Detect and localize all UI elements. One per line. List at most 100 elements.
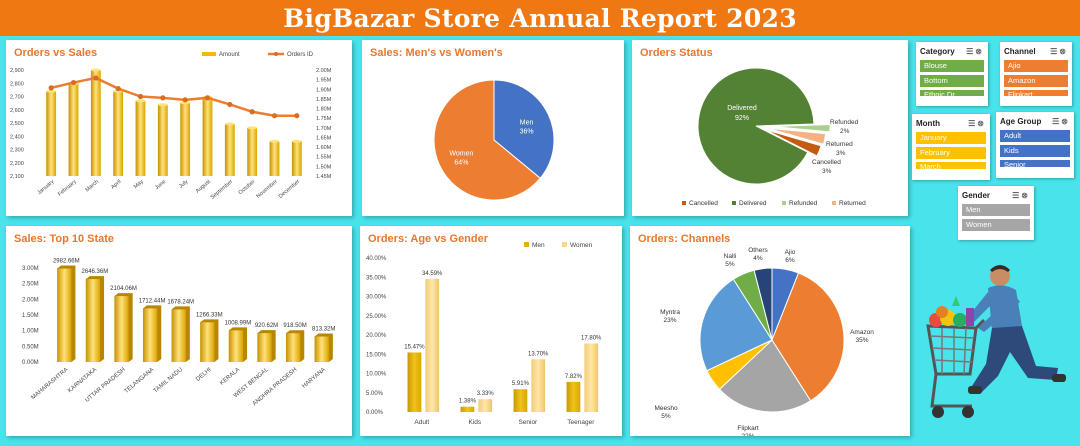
y-right-tick-label: 2.00M [316, 68, 332, 74]
legend-label-men: Men [532, 242, 545, 249]
channel-label-name: Ajio [785, 249, 796, 256]
age-gender-value-label: 17.80% [581, 335, 602, 341]
y-right-tick-label: 1.90M [316, 87, 332, 93]
x-tick-label: TAMIL NADU [153, 367, 184, 395]
y-right-tick-label: 1.60M [316, 145, 332, 151]
slicer-item-gender[interactable]: Men [962, 204, 1030, 216]
orders-point [70, 79, 77, 86]
state-value-label: 813.32M [312, 327, 335, 333]
age-gender-title: Orders: Age vs Gender [368, 233, 489, 245]
orders-point [182, 97, 188, 103]
pie-slice-delivered [697, 67, 815, 185]
channel-label-name: Nalli [724, 253, 737, 260]
y-tick-label: 2.50M [22, 282, 39, 288]
y-tick-label: 3.00M [22, 266, 39, 272]
slicer-item-age-group[interactable]: Senior [1000, 160, 1070, 167]
pie-slice-amazon [771, 272, 845, 402]
slicer-item-month[interactable]: March [916, 162, 986, 169]
x-tick-label: KERALA [219, 367, 241, 387]
amount-bar [90, 70, 101, 176]
orders-point [271, 113, 278, 119]
slicer-item-category[interactable]: Bottom [920, 75, 984, 87]
slicer-item-channel[interactable]: Amazon [1004, 75, 1068, 87]
x-tick-label: Senior [518, 419, 538, 426]
state-bar [85, 279, 101, 362]
filter-icons[interactable]: ☰⊗ [1050, 46, 1068, 56]
filter-icons[interactable]: ☰⊗ [1012, 190, 1030, 200]
channels-card: Ajio6%Amazon35%Flipkart22%Meesho5%Myntra… [630, 226, 910, 436]
y-left-tick-label: 2,500 [10, 121, 24, 127]
gender-slicer-title: Gender [962, 190, 991, 200]
category-slicer: Category ☰⊗ Blouse Bottom Ethnic Dr... [916, 42, 988, 106]
amount-bar [157, 104, 168, 176]
amount-bar-top [135, 99, 146, 103]
filter-icons[interactable]: ☰⊗ [966, 46, 984, 56]
x-tick-label: May [133, 179, 145, 190]
sales-gender-title: Sales: Men's vs Women's [370, 47, 503, 59]
amount-bar-top [224, 122, 235, 126]
legend-swatch [732, 201, 736, 205]
legend-marker-orders [274, 52, 278, 56]
legend-swatch [832, 201, 836, 205]
state-bar [314, 336, 329, 362]
amount-bar-top [46, 89, 57, 93]
x-tick-label: MAHARASHTRA [30, 367, 69, 401]
orders-line [50, 76, 297, 117]
slicer-item-gender[interactable]: Women [962, 219, 1030, 231]
pie-label-value: 64% [454, 159, 468, 166]
legend-swatch-men [524, 242, 529, 247]
slicer-item-age-group[interactable]: Kids [1000, 145, 1070, 157]
y-right-tick-label: 1.70M [316, 126, 332, 132]
state-value-label: 1678.24M [167, 299, 194, 305]
state-bar [200, 322, 215, 362]
x-tick-label: DELHI [195, 367, 213, 383]
slicer-item-age-group[interactable]: Adult [1000, 130, 1070, 142]
amount-bar-top [247, 126, 258, 130]
amount-bar [224, 123, 235, 176]
filter-icons[interactable]: ☰⊗ [968, 118, 986, 128]
slicer-item-channel[interactable]: Flipkart [1004, 90, 1068, 96]
y-tick-label: 25.00% [366, 314, 387, 320]
report-title: BigBazar Store Annual Report 2023 [283, 3, 797, 33]
y-right-tick-label: 1.85M [316, 97, 332, 103]
gender-slicer: Gender ☰⊗ Men Women [958, 186, 1034, 240]
x-tick-label: July [178, 179, 190, 190]
pie-slice-women [433, 79, 541, 201]
slicer-item-category[interactable]: Blouse [920, 60, 984, 72]
orders-point [115, 85, 121, 92]
y-right-tick-label: 1.80M [316, 107, 332, 113]
x-tick-label: December [278, 179, 301, 200]
filter-icons[interactable]: ☰⊗ [1052, 116, 1070, 126]
age-group-slicer: Age Group ☰⊗ Adult Kids Senior [996, 112, 1074, 178]
channel-slicer: Channel ☰⊗ Ajio Amazon Flipkart [1000, 42, 1072, 106]
x-tick-label: TELANGANA [124, 367, 156, 395]
slicer-item-month[interactable]: February [916, 147, 986, 159]
pie-slice-men [493, 79, 555, 179]
legend-swatch [682, 201, 686, 205]
orders-point [249, 109, 255, 115]
x-tick-label: Teenager [567, 419, 595, 426]
amount-bar [46, 91, 57, 176]
age-gender-bar-men [407, 352, 422, 412]
y-tick-label: 20.00% [366, 333, 387, 339]
y-right-tick-label: 1.45M [316, 174, 332, 180]
amount-bar [113, 91, 124, 176]
state-bar [257, 333, 272, 362]
legend-swatch [782, 201, 786, 205]
channel-label-name: Others [748, 247, 768, 254]
slicer-item-category[interactable]: Ethnic Dr... [920, 90, 984, 96]
slicer-item-channel[interactable]: Ajio [1004, 60, 1068, 72]
slicer-item-month[interactable]: January [916, 132, 986, 144]
y-right-tick-label: 1.55M [316, 155, 332, 161]
x-tick-label: March [85, 179, 101, 193]
state-value-label: 2646.36M [82, 269, 109, 275]
age-gender-bar-women [425, 278, 440, 412]
y-tick-label: 30.00% [366, 295, 387, 301]
y-right-tick-label: 1.50M [316, 164, 332, 170]
legend-label: Delivered [739, 200, 767, 207]
orders-point [48, 85, 54, 91]
y-left-tick-label: 2,400 [10, 134, 24, 140]
y-left-tick-label: 2,200 [10, 161, 24, 167]
y-left-tick-label: 2,700 [10, 95, 24, 101]
orders-vs-sales-card: 2,100 2,200 2,300 2,400 2,500 2,600 2,700 2,800… [6, 40, 352, 216]
